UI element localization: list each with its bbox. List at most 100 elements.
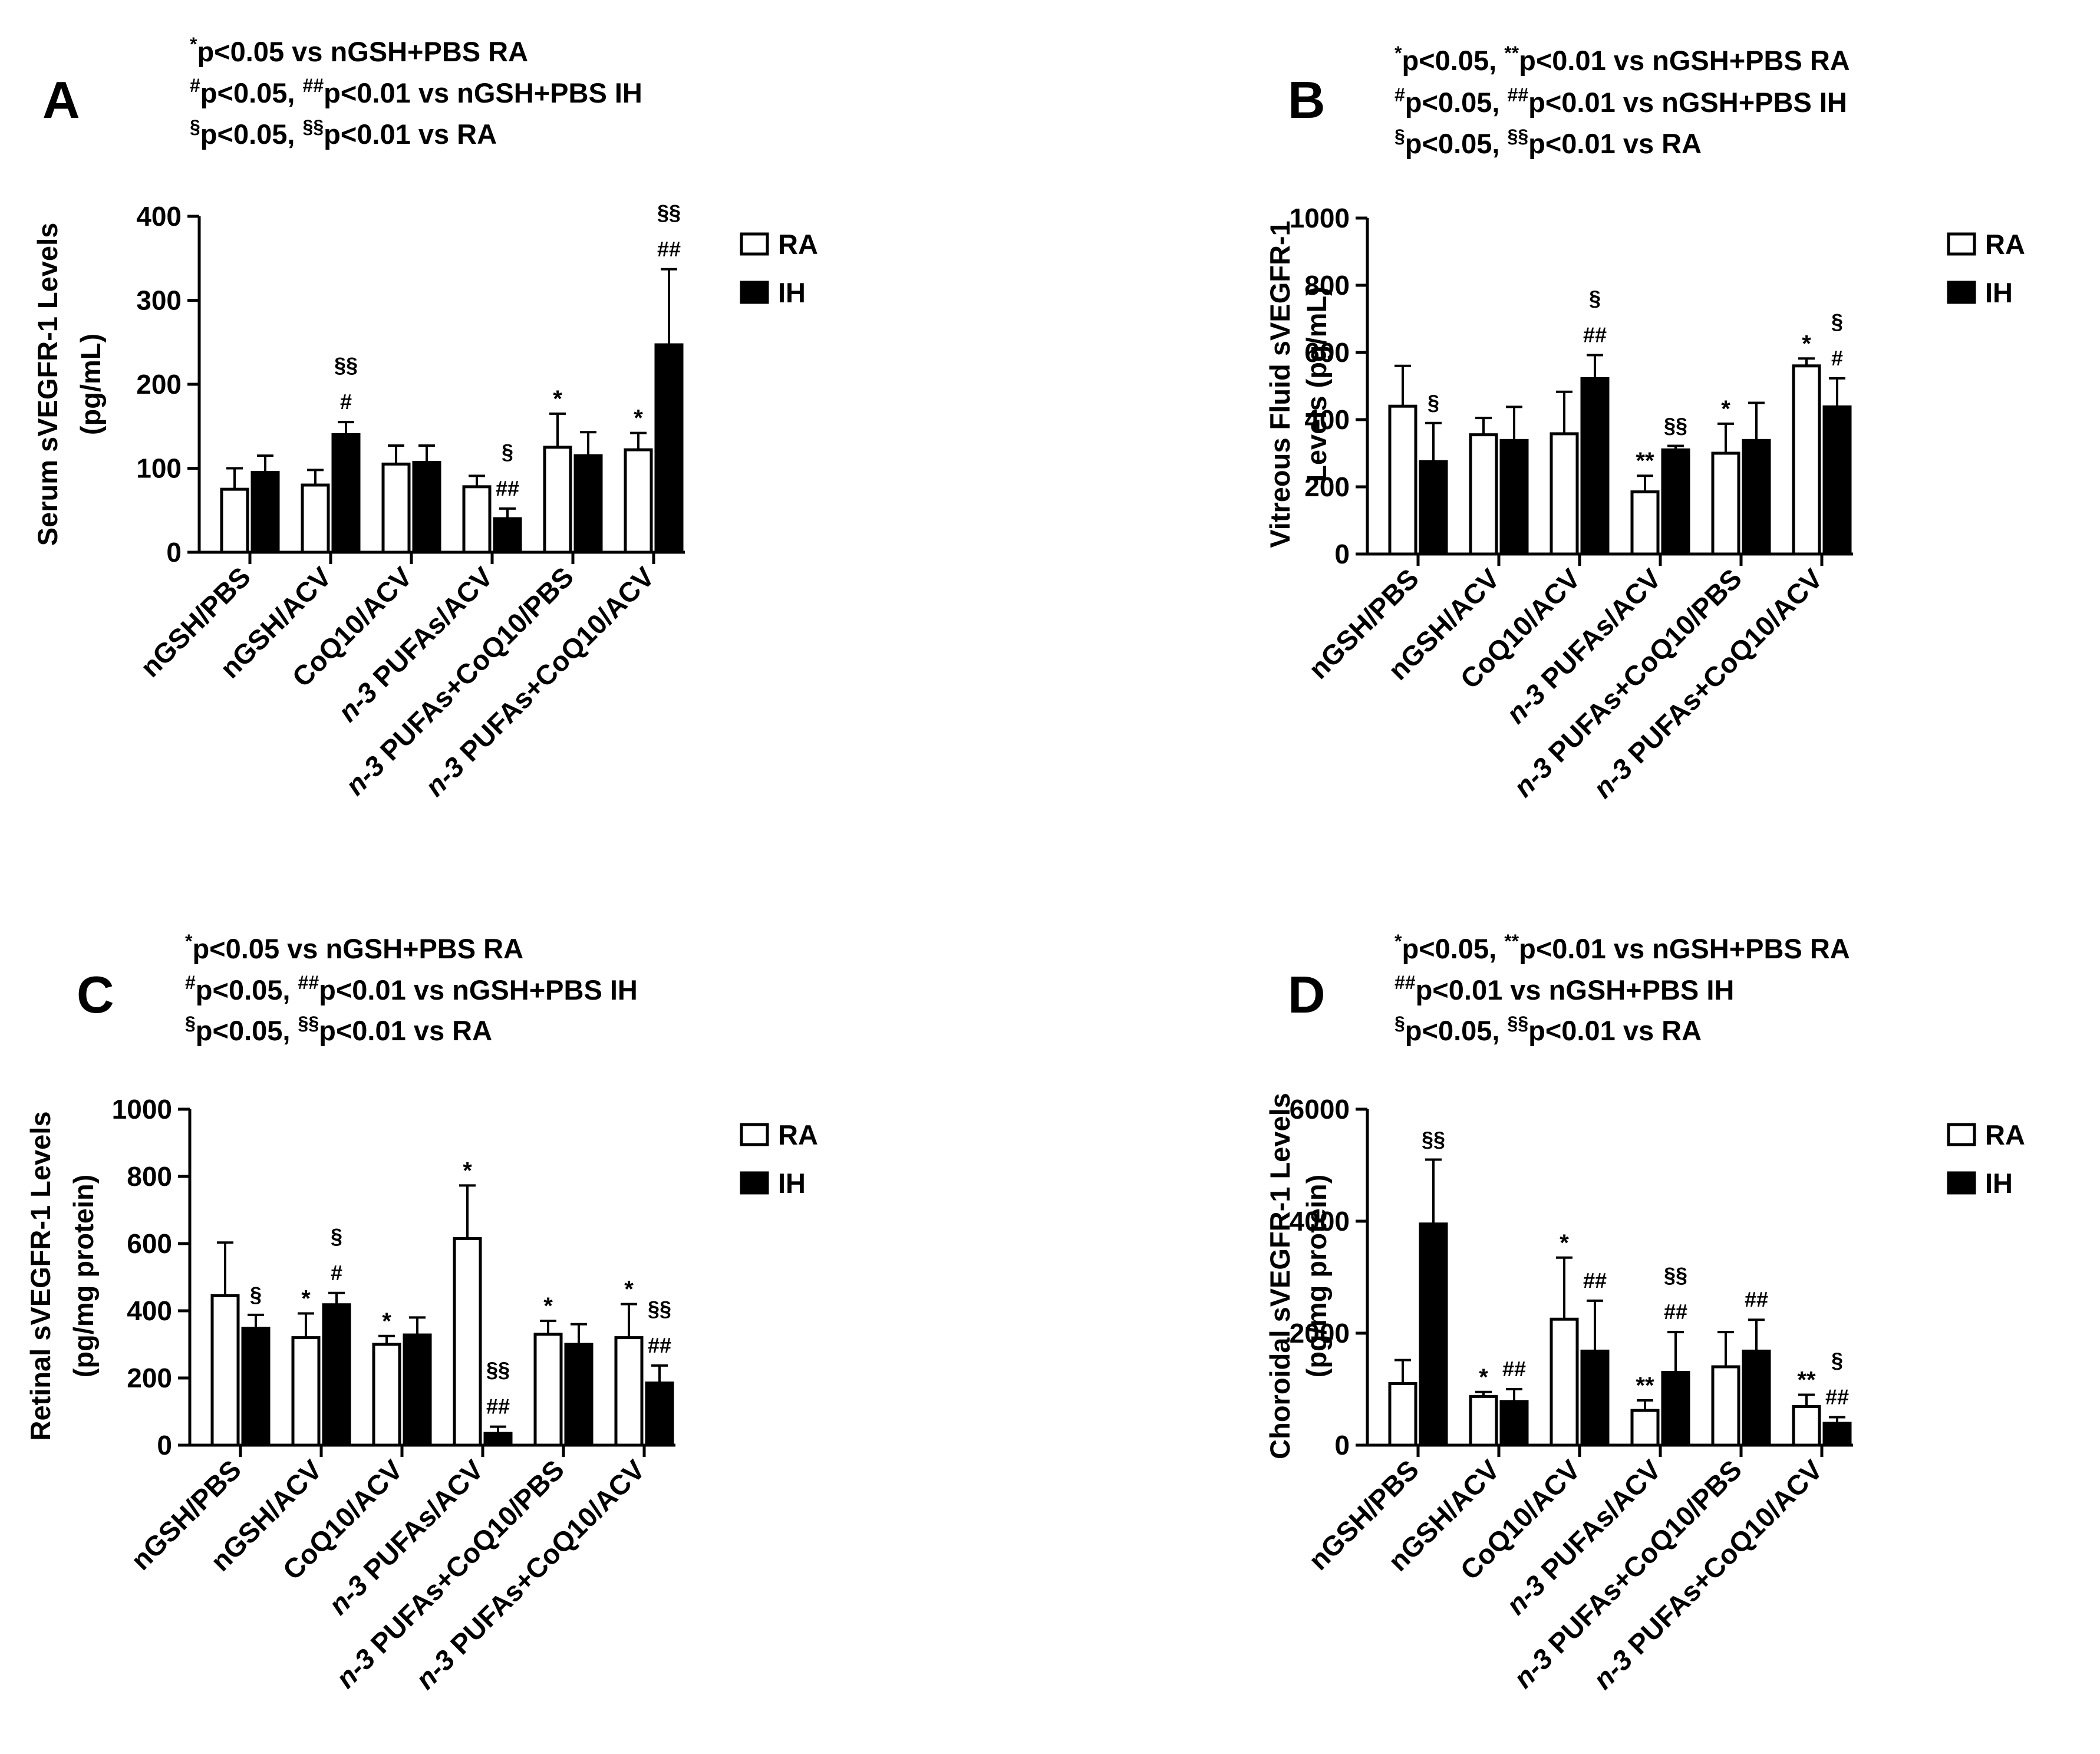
significance-text: p<0.05, <box>1405 128 1508 159</box>
significance-mark: § <box>502 440 513 464</box>
legend-swatch-ih <box>740 281 769 304</box>
significance-text: p<0.01 vs nGSH+PBS RA <box>1519 45 1850 76</box>
legend-label-ih: IH <box>1985 1168 2013 1199</box>
y-tick-label: 0 <box>1334 539 1350 569</box>
bar-ra <box>1388 404 1417 556</box>
significance-mark: ## <box>1502 1357 1526 1381</box>
y-tick-label: 1000 <box>1290 203 1350 233</box>
significance-mark: * <box>634 405 643 431</box>
y-tick-label: 200 <box>136 369 182 400</box>
y-tick-label: 6000 <box>1290 1094 1350 1125</box>
y-tick-label: 0 <box>157 1430 172 1460</box>
y-tick-label: 300 <box>136 285 182 316</box>
significance-mark: * <box>1560 1230 1569 1256</box>
y-tick-label: 400 <box>1304 404 1350 435</box>
significance-symbol: ## <box>303 75 324 96</box>
bar-ra <box>1469 433 1498 556</box>
significance-mark: §§ <box>1422 1127 1445 1152</box>
bar-ih <box>322 1303 351 1447</box>
significance-mark: § <box>1831 309 1843 334</box>
significance-mark: ## <box>1583 323 1607 347</box>
significance-line: *p<0.05 vs nGSH+PBS RA <box>185 931 523 964</box>
significance-line: #p<0.05, ##p<0.01 vs nGSH+PBS IH <box>190 75 642 108</box>
significance-line: *p<0.05, **p<0.01 vs nGSH+PBS RA <box>1394 931 1850 964</box>
significance-mark: * <box>553 386 562 412</box>
significance-text: p<0.01 vs RA <box>1528 1015 1702 1046</box>
significance-symbol: * <box>190 34 197 55</box>
significance-mark: * <box>1721 396 1730 422</box>
bar-ih <box>1419 1222 1448 1447</box>
bar-ih <box>1499 438 1529 556</box>
panel-letter: B <box>1288 71 1326 129</box>
significance-symbol: §§ <box>303 116 324 137</box>
bar-ra <box>462 485 492 554</box>
bar-ih <box>654 343 684 554</box>
significance-symbol: # <box>185 972 196 993</box>
significance-symbol: * <box>1394 931 1402 952</box>
significance-mark: § <box>1589 286 1601 311</box>
chart-panel-b: B*p<0.05, **p<0.01 vs nGSH+PBS RA#p<0.05… <box>1264 42 2025 804</box>
significance-text: p<0.05, <box>1405 87 1508 118</box>
significance-mark: § <box>331 1224 342 1248</box>
y-tick-label: 800 <box>1304 270 1350 301</box>
legend-swatch-ih <box>1947 1171 1976 1195</box>
y-axis-label: Vitreous Fluid sVEGFR-1 <box>1264 220 1295 548</box>
bar-ra <box>1711 451 1740 556</box>
bar-ra <box>210 1294 240 1447</box>
significance-mark: * <box>301 1286 311 1312</box>
legend-swatch-ih <box>1947 281 1976 304</box>
significance-line: #p<0.05, ##p<0.01 vs nGSH+PBS IH <box>185 972 638 1005</box>
legend-label-ih: IH <box>778 277 806 308</box>
significance-symbol: § <box>1394 126 1405 147</box>
bar-ih <box>1580 1349 1610 1447</box>
bar-ra <box>301 483 330 554</box>
significance-mark: § <box>1428 391 1439 415</box>
y-tick-label: 800 <box>127 1161 172 1192</box>
legend-swatch-ra <box>740 232 769 256</box>
significance-symbol: ## <box>298 972 319 993</box>
significance-mark: ## <box>1664 1300 1687 1324</box>
significance-mark: * <box>624 1277 634 1303</box>
significance-symbol: § <box>1394 1013 1405 1034</box>
bar-ih <box>573 454 603 554</box>
significance-text: p<0.05, <box>200 77 303 108</box>
significance-line: *p<0.05 vs nGSH+PBS RA <box>190 34 528 67</box>
bar-ih <box>1419 460 1448 556</box>
bar-ih <box>1822 1422 1852 1447</box>
significance-line: §p<0.05, §§p<0.01 vs RA <box>185 1013 492 1046</box>
y-axis-label: (pg/mL) <box>75 334 106 435</box>
bar-ih <box>483 1432 513 1447</box>
bar-ih <box>645 1382 674 1447</box>
significance-text: p<0.01 vs RA <box>319 1015 492 1046</box>
significance-symbol: § <box>185 1013 196 1034</box>
significance-symbol: ** <box>1504 931 1519 952</box>
significance-text: p<0.05, <box>196 974 298 1005</box>
bar-ra <box>624 448 653 554</box>
significance-text: p<0.05, <box>1402 933 1504 964</box>
bar-ra <box>614 1336 644 1447</box>
bar-ra <box>533 1333 563 1447</box>
significance-mark: # <box>331 1261 342 1285</box>
y-axis-label: Levels (pg/mL) <box>1301 286 1332 482</box>
bar-ih <box>412 461 441 554</box>
significance-symbol: # <box>1394 84 1405 105</box>
significance-text: p<0.01 vs nGSH+PBS RA <box>1519 933 1850 964</box>
significance-symbol: § <box>190 116 200 137</box>
significance-mark: §§ <box>657 200 681 225</box>
significance-text: p<0.05 vs nGSH+PBS RA <box>192 933 523 964</box>
significance-symbol: * <box>1394 42 1402 64</box>
bar-ra <box>372 1343 401 1447</box>
bar-ra <box>1550 432 1579 556</box>
significance-mark: ## <box>1583 1268 1607 1293</box>
bar-ra <box>1550 1317 1579 1447</box>
y-tick-label: 200 <box>127 1363 172 1393</box>
legend-swatch-ih <box>740 1171 769 1195</box>
bar-ra <box>1630 490 1660 556</box>
significance-text: p<0.01 vs nGSH+PBS IH <box>1416 974 1735 1005</box>
significance-mark: ** <box>1636 1373 1654 1399</box>
legend-swatch-ra <box>1947 1123 1976 1146</box>
significance-mark: ## <box>1745 1287 1768 1311</box>
significance-symbol: §§ <box>298 1013 319 1034</box>
bar-ih <box>1661 448 1690 556</box>
